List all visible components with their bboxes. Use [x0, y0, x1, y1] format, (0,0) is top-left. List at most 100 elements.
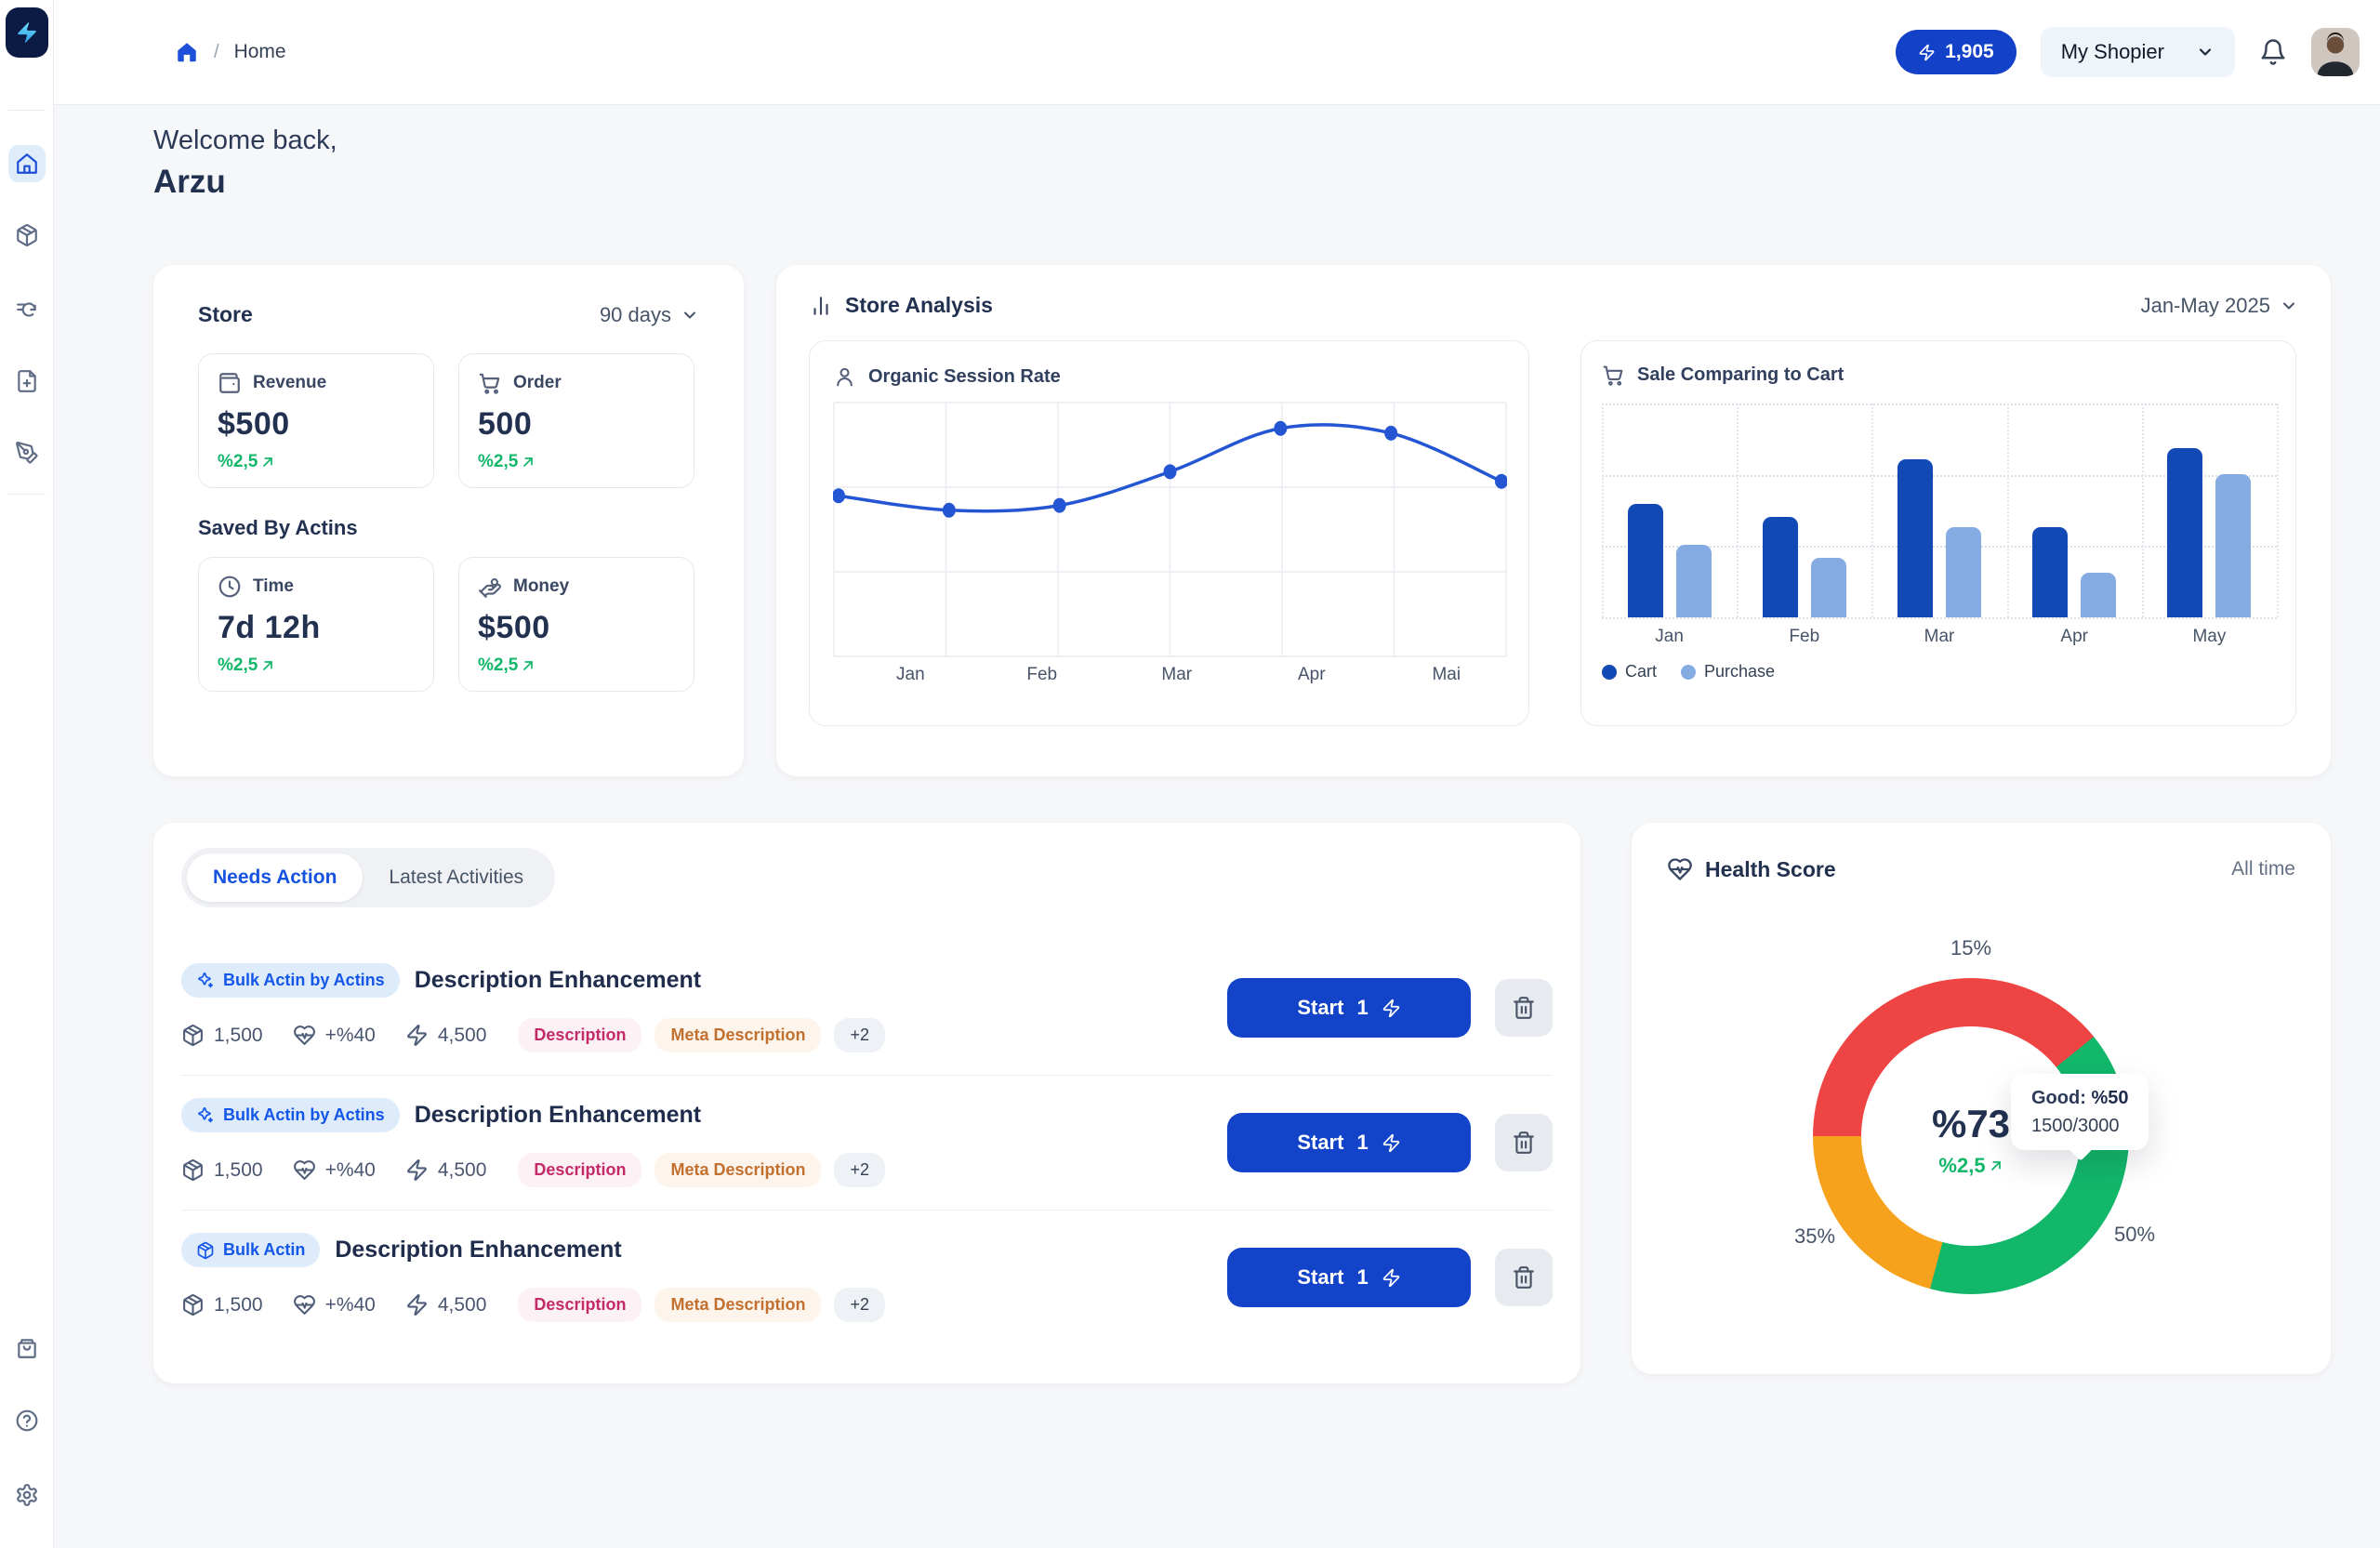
notifications-button[interactable]	[2259, 38, 2287, 66]
heart-pulse-icon	[1668, 858, 1692, 880]
credits-stat: 4,500	[405, 1293, 486, 1316]
task-badge-label: Bulk Actin by Actins	[223, 1105, 385, 1124]
health-stat: +%40	[293, 1158, 376, 1182]
bar-purchase	[1946, 527, 1981, 617]
order-tile: Order 500 %2,5	[458, 353, 694, 488]
credits-stat: 4,500	[405, 1024, 486, 1047]
health-score-value: %73	[1931, 1102, 2011, 1145]
heart-pulse-icon	[293, 1160, 315, 1180]
account-name: My Shopier	[2060, 40, 2164, 63]
store-range-select[interactable]: 90 days	[600, 303, 699, 327]
arrow-up-right-icon	[523, 457, 534, 467]
sale-comparing-chart	[1602, 404, 2279, 619]
tab-needs-action[interactable]: Needs Action	[187, 853, 364, 902]
gridline	[1737, 404, 1739, 617]
cart-icon	[479, 373, 500, 394]
bar-purchase	[2081, 572, 2117, 617]
tile-label: Order	[513, 373, 562, 392]
breadcrumb-home-icon[interactable]	[175, 40, 199, 64]
store-range-value: 90 days	[599, 302, 671, 326]
welcome-line2: Arzu	[153, 164, 226, 200]
start-button[interactable]: Start 1	[1227, 1248, 1471, 1307]
gridline	[1602, 546, 2277, 549]
bar-purchase	[1810, 557, 1846, 617]
wallet-icon	[219, 373, 240, 393]
sidebar-item-home[interactable]	[8, 145, 46, 182]
sidebar-item-products[interactable]	[8, 217, 46, 254]
bell-icon	[2261, 39, 2285, 65]
health-score-center: %73 %2,5	[1932, 1102, 2010, 1178]
gridline	[1602, 404, 2277, 405]
health-stat: +%40	[293, 1024, 376, 1047]
package-icon	[183, 1159, 203, 1181]
cart-icon	[1603, 365, 1623, 386]
trash-icon	[1514, 997, 1534, 1019]
sidebar-item-help[interactable]	[8, 1402, 46, 1439]
sidebar-item-bulk-actions[interactable]	[8, 291, 46, 328]
legend-dot	[1681, 664, 1697, 680]
start-button[interactable]: Start 1	[1227, 978, 1471, 1038]
account-select[interactable]: My Shopier	[2040, 27, 2235, 77]
store-card-title: Store	[198, 302, 253, 326]
store-analysis-card: Store Analysis Jan-May 2025 Organic Sess…	[776, 265, 2331, 776]
lightning-icon	[1919, 44, 1935, 60]
arrow-up-right-icon	[1990, 1161, 2001, 1171]
lightning-logo-icon	[18, 22, 36, 43]
hand-coin-icon	[479, 578, 501, 598]
bar-cart	[2167, 448, 2203, 617]
bar-group-jan	[1602, 404, 1737, 617]
gridline	[1602, 404, 1604, 617]
organic-session-rate-panel: Organic Session Rate Jan Feb Mar Apr Mai	[809, 340, 1529, 726]
sidebar-item-orders[interactable]	[8, 1330, 46, 1367]
bar-purchase	[2215, 473, 2252, 617]
task-row: Bulk Actin Description Enhancement 1,500…	[181, 1211, 1553, 1344]
lightning-icon	[1382, 1268, 1399, 1287]
sidebar-divider	[8, 494, 46, 495]
lightning-icon	[406, 1159, 427, 1181]
heart-pulse-icon	[293, 1025, 315, 1045]
bar-chart-legend: Cart Purchase	[1602, 662, 2275, 681]
analysis-range-select[interactable]: Jan-May 2025	[2141, 294, 2298, 318]
x-tick-label: Jan	[1655, 627, 1684, 646]
x-tick-label: Mai	[1432, 665, 1461, 684]
tile-label: Money	[513, 576, 570, 596]
start-button[interactable]: Start 1	[1227, 1113, 1471, 1172]
chevron-down-icon	[2283, 302, 2294, 309]
tab-latest-activities[interactable]: Latest Activities	[363, 853, 549, 902]
task-badge: Bulk Actin by Actins	[181, 963, 400, 998]
user-icon	[837, 367, 853, 387]
bar-group-feb	[1737, 404, 1871, 617]
delete-task-button[interactable]	[1495, 1249, 1553, 1306]
products-stat: 1,500	[181, 1024, 263, 1047]
sidebar-item-pen-tool[interactable]	[8, 434, 46, 471]
health-score-card: Health Score All time 15% 35% 50% %73 %2…	[1632, 823, 2331, 1374]
delta-value: %2,5	[478, 452, 519, 471]
gridline	[2006, 404, 2009, 617]
sidebar-item-add-file[interactable]	[8, 363, 46, 400]
sidebar-item-settings[interactable]	[8, 1476, 46, 1514]
bar-purchase	[1675, 544, 1712, 617]
row-divider	[181, 1210, 1553, 1211]
list-sync-icon	[17, 302, 36, 317]
breadcrumb-label: Home	[233, 41, 286, 62]
tag-more-count: +2	[834, 1288, 886, 1322]
file-plus-icon	[18, 370, 36, 392]
money-tile: Money $500 %2,5	[458, 557, 694, 692]
delete-task-button[interactable]	[1495, 1114, 1553, 1171]
breadcrumb-separator: /	[214, 41, 219, 62]
credits-pill[interactable]: 1,905	[1896, 30, 2016, 74]
gear-icon	[17, 1484, 37, 1506]
task-title: Description Enhancement	[414, 967, 702, 993]
legend-item-purchase: Purchase	[1681, 662, 1775, 681]
delete-task-button[interactable]	[1495, 979, 1553, 1037]
arrow-up-right-icon	[263, 457, 273, 467]
chevron-down-icon	[684, 311, 695, 318]
heart-pulse-icon	[293, 1295, 315, 1315]
organic-session-rate-chart	[832, 402, 1508, 657]
welcome-heading: Welcome back, Arzu	[153, 126, 337, 201]
tag-more-count: +2	[834, 1153, 886, 1187]
app-logo[interactable]	[6, 7, 48, 58]
legend-dot	[1602, 664, 1617, 680]
avatar[interactable]	[2311, 28, 2360, 76]
tile-value: 500	[478, 406, 533, 442]
